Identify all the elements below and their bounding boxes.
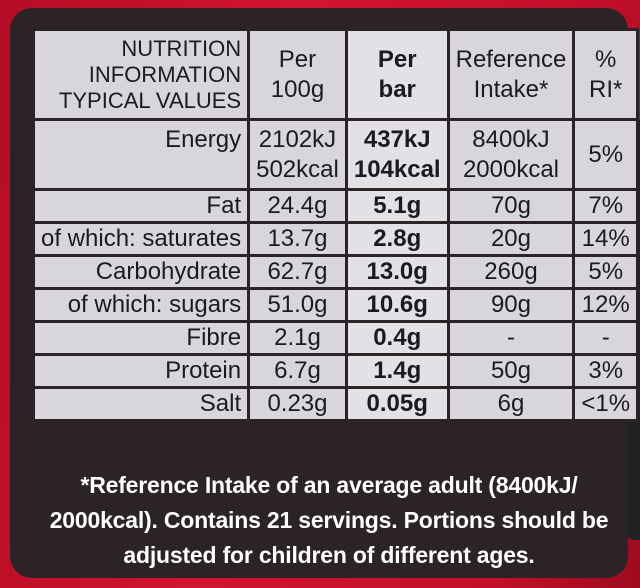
salt-percent-ri: <1% bbox=[572, 386, 640, 422]
footnote: *Reference Intake of an average adult (8… bbox=[44, 468, 614, 573]
table-row-carbohydrate: Carbohydrate 62.7g 13.0g 260g 5% bbox=[31, 254, 640, 290]
fat-reference-intake: 70g bbox=[446, 188, 576, 224]
header-per-100g: Per 100g bbox=[247, 28, 348, 121]
header-percent-ri: % RI* bbox=[572, 28, 640, 121]
carbohydrate-percent-ri: 5% bbox=[572, 254, 640, 290]
row-label: of which: saturates bbox=[31, 221, 251, 257]
fat-per-bar: 5.1g bbox=[344, 188, 450, 224]
protein-per-100g: 6.7g bbox=[247, 353, 348, 389]
table-row-sugars: of which: sugars 51.0g 10.6g 90g 12% bbox=[31, 287, 640, 323]
table-row-salt: Salt 0.23g 0.05g 6g <1% bbox=[31, 386, 640, 422]
saturates-reference-intake: 20g bbox=[446, 221, 576, 257]
carbohydrate-per-bar: 13.0g bbox=[344, 254, 450, 290]
protein-per-bar: 1.4g bbox=[344, 353, 450, 389]
header-reference-intake: Reference Intake* bbox=[446, 28, 576, 121]
row-label: Energy bbox=[31, 118, 251, 191]
fibre-per-bar: 0.4g bbox=[344, 320, 450, 356]
header-row: NUTRITION INFORMATION TYPICAL VALUES Per… bbox=[31, 28, 640, 121]
header-per-bar: Per bar bbox=[344, 28, 450, 121]
row-label: Protein bbox=[31, 353, 251, 389]
energy-reference-intake: 8400kJ 2000kcal bbox=[446, 118, 576, 191]
fat-percent-ri: 7% bbox=[572, 188, 640, 224]
protein-percent-ri: 3% bbox=[572, 353, 640, 389]
row-label: Salt bbox=[31, 386, 251, 422]
row-label: Fat bbox=[31, 188, 251, 224]
header-title: NUTRITION INFORMATION TYPICAL VALUES bbox=[31, 28, 251, 121]
table-row-fat: Fat 24.4g 5.1g 70g 7% bbox=[31, 188, 640, 224]
saturates-percent-ri: 14% bbox=[572, 221, 640, 257]
row-label: Carbohydrate bbox=[31, 254, 251, 290]
energy-per-bar: 437kJ 104kcal bbox=[344, 118, 450, 191]
saturates-per-bar: 2.8g bbox=[344, 221, 450, 257]
table-row-fibre: Fibre 2.1g 0.4g - - bbox=[31, 320, 640, 356]
energy-per-100g: 2102kJ 502kcal bbox=[247, 118, 348, 191]
saturates-per-100g: 13.7g bbox=[247, 221, 348, 257]
footnote-line: *Reference Intake of an average adult (8… bbox=[80, 472, 578, 498]
footnote-line: adjusted for children of different ages. bbox=[123, 542, 535, 568]
sugars-per-100g: 51.0g bbox=[247, 287, 348, 323]
footnote-line: 2000kcal). Contains 21 servings. Portion… bbox=[49, 507, 609, 533]
table-row-energy: Energy 2102kJ 502kcal 437kJ 104kcal 8400… bbox=[31, 118, 640, 191]
row-label: of which: sugars bbox=[31, 287, 251, 323]
fibre-reference-intake: - bbox=[446, 320, 576, 356]
salt-per-bar: 0.05g bbox=[344, 386, 450, 422]
carbohydrate-reference-intake: 260g bbox=[446, 254, 576, 290]
sugars-per-bar: 10.6g bbox=[344, 287, 450, 323]
salt-per-100g: 0.23g bbox=[247, 386, 348, 422]
fat-per-100g: 24.4g bbox=[247, 188, 348, 224]
fibre-per-100g: 2.1g bbox=[247, 320, 348, 356]
protein-reference-intake: 50g bbox=[446, 353, 576, 389]
sugars-percent-ri: 12% bbox=[572, 287, 640, 323]
row-label: Fibre bbox=[31, 320, 251, 356]
carbohydrate-per-100g: 62.7g bbox=[247, 254, 348, 290]
table-row-protein: Protein 6.7g 1.4g 50g 3% bbox=[31, 353, 640, 389]
fibre-percent-ri: - bbox=[572, 320, 640, 356]
energy-percent-ri: 5% bbox=[572, 118, 640, 191]
salt-reference-intake: 6g bbox=[446, 386, 576, 422]
nutrition-table: NUTRITION INFORMATION TYPICAL VALUES Per… bbox=[31, 28, 640, 422]
sugars-reference-intake: 90g bbox=[446, 287, 576, 323]
nutrition-panel: NUTRITION INFORMATION TYPICAL VALUES Per… bbox=[10, 8, 640, 578]
table-row-saturates: of which: saturates 13.7g 2.8g 20g 14% bbox=[31, 221, 640, 257]
